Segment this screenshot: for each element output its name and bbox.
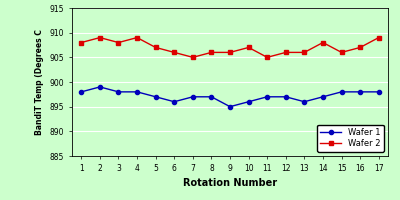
Wafer 1 [172, 101, 177, 103]
Wafer 2 [98, 36, 102, 39]
Line: Wafer 2: Wafer 2 [79, 36, 381, 59]
Wafer 2 [153, 46, 158, 49]
Wafer 2 [376, 36, 381, 39]
Wafer 2 [302, 51, 307, 54]
Wafer 2 [190, 56, 195, 59]
Wafer 1 [246, 101, 251, 103]
Wafer 1 [116, 91, 121, 93]
Wafer 2 [135, 36, 140, 39]
Wafer 1 [228, 105, 232, 108]
Wafer 1 [190, 96, 195, 98]
Wafer 2 [339, 51, 344, 54]
Wafer 1 [376, 91, 381, 93]
Wafer 1 [358, 91, 362, 93]
Wafer 1 [339, 91, 344, 93]
Wafer 2 [246, 46, 251, 49]
X-axis label: Rotation Number: Rotation Number [183, 178, 277, 188]
Wafer 1 [265, 96, 270, 98]
Wafer 1 [209, 96, 214, 98]
Wafer 2 [172, 51, 177, 54]
Wafer 2 [283, 51, 288, 54]
Wafer 2 [358, 46, 362, 49]
Wafer 2 [228, 51, 232, 54]
Wafer 2 [265, 56, 270, 59]
Wafer 2 [116, 41, 121, 44]
Wafer 2 [320, 41, 325, 44]
Wafer 1 [135, 91, 140, 93]
Wafer 2 [79, 41, 84, 44]
Wafer 2 [209, 51, 214, 54]
Wafer 1 [98, 86, 102, 88]
Wafer 1 [283, 96, 288, 98]
Wafer 1 [302, 101, 307, 103]
Wafer 1 [79, 91, 84, 93]
Legend: Wafer 1, Wafer 2: Wafer 1, Wafer 2 [317, 125, 384, 152]
Wafer 1 [153, 96, 158, 98]
Wafer 1 [320, 96, 325, 98]
Y-axis label: BandiT Temp (Degrees C: BandiT Temp (Degrees C [35, 29, 44, 135]
Line: Wafer 1: Wafer 1 [79, 85, 381, 109]
